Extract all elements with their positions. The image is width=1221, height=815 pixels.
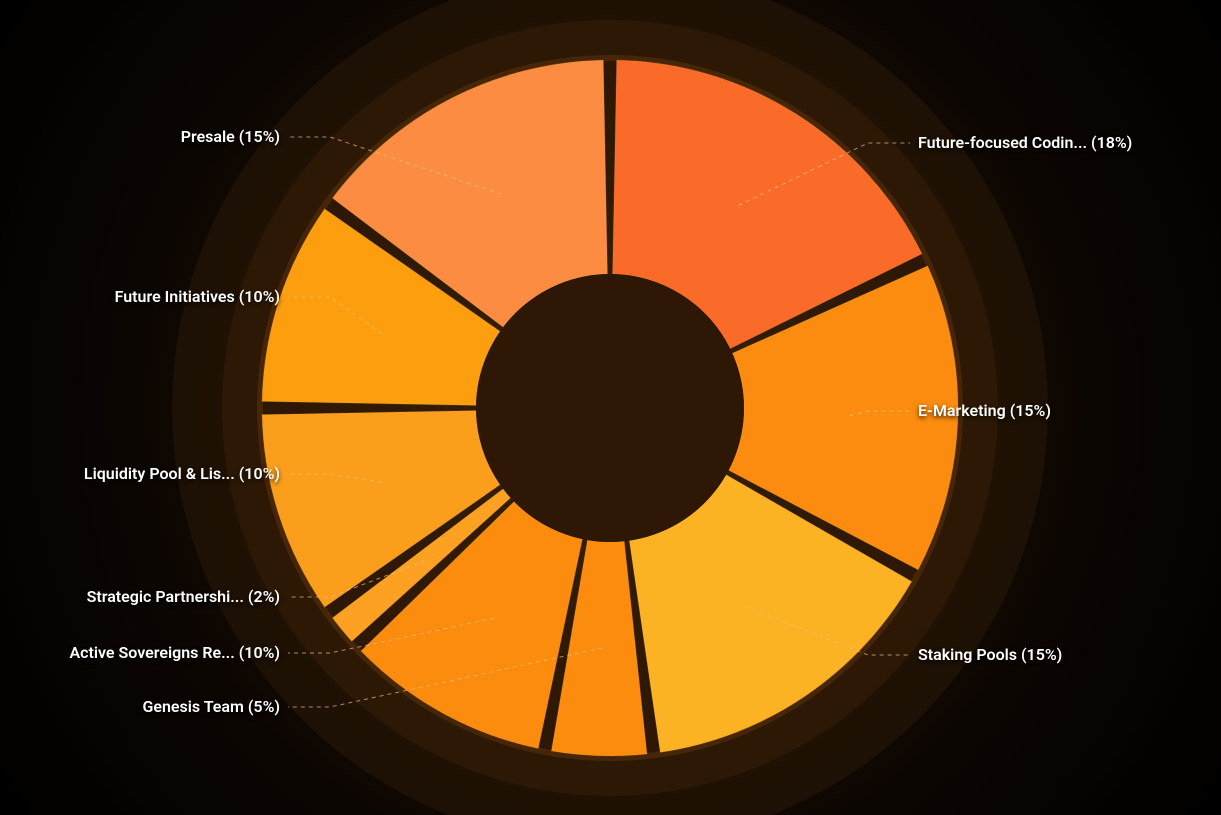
donut-center: [476, 274, 744, 542]
slice-label: Future-focused Codin... (18%): [918, 133, 1132, 152]
slice-label: Staking Pools (15%): [918, 645, 1062, 664]
slice-label: Active Sovereigns Re... (10%): [69, 643, 280, 662]
slice-label: Genesis Team (5%): [142, 697, 280, 716]
slice-label: Presale (15%): [181, 127, 280, 146]
slice-label: Future Initiatives (10%): [115, 287, 280, 306]
slice-label: E-Marketing (15%): [918, 401, 1051, 420]
donut-chart: Future-focused Codin... (18%) E-Marketing…: [0, 0, 1221, 815]
slice-label: Strategic Partnershi... (2%): [87, 587, 280, 606]
slice-label: Liquidity Pool & Lis... (10%): [84, 464, 280, 483]
